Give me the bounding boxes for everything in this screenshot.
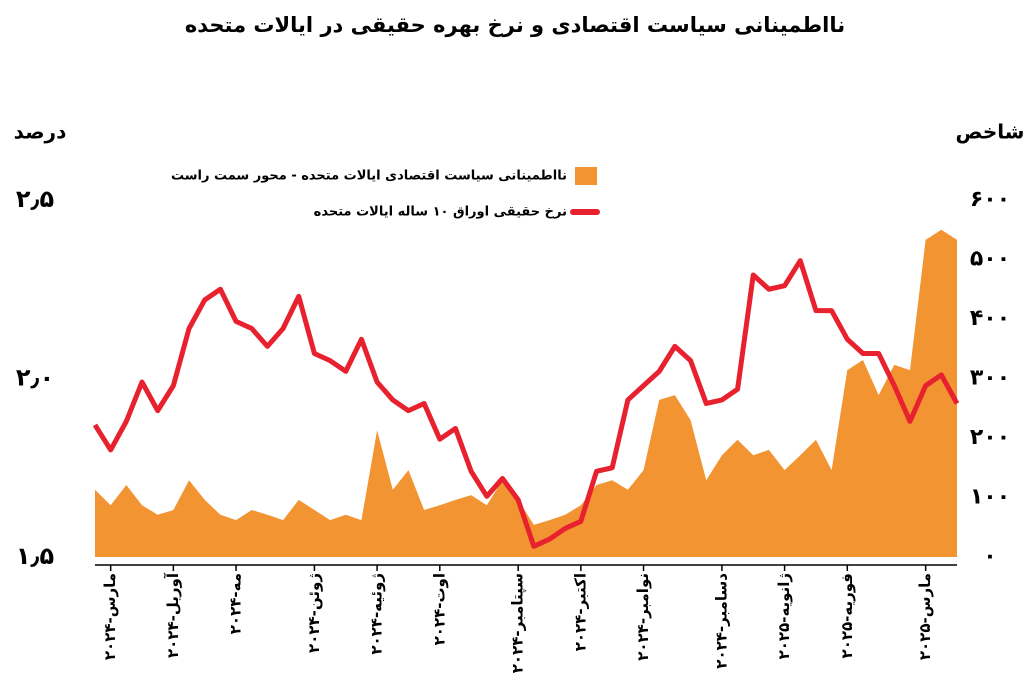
x-tick-label: اوت-۲۰۲۴ (430, 573, 448, 645)
y2-axis-title: شاخص (956, 120, 1025, 144)
legend-swatch (575, 167, 597, 185)
y2-tick-label: ۴۰۰ (970, 306, 1010, 331)
x-tick-label: ژوئن-۲۰۲۴ (305, 573, 323, 653)
x-tick-label: اکتبر-۲۰۲۴ (571, 573, 589, 651)
y-tick-label: ۱٫۵ (16, 542, 54, 570)
y-axis-title: درصد (14, 120, 67, 144)
x-tick-label: سپتامبر-۲۰۲۴ (509, 573, 528, 673)
y2-tick-label: ۶۰۰ (970, 187, 1010, 212)
y2-tick-label: ۵۰۰ (970, 247, 1010, 272)
x-tick-label: آوریل-۲۰۲۴ (164, 572, 182, 658)
y2-tick-label: ۰ (983, 544, 996, 569)
chart-title: نااطمینانی سیاست اقتصادی و نرخ بهره حقیق… (185, 13, 845, 37)
y-tick-label: ۲٫۵ (16, 185, 54, 213)
y-tick-label: ۲٫۰ (16, 364, 54, 392)
area (95, 229, 957, 557)
x-tick-label: نوامبر-۲۰۲۴ (634, 573, 652, 661)
x-tick-label: مارس-۲۰۲۵ (916, 573, 934, 660)
x-tick-label: مه-۲۰۲۴ (227, 573, 245, 634)
x-tick-label: فوریه-۲۰۲۵ (838, 573, 856, 658)
y2-tick-label: ۳۰۰ (970, 366, 1010, 391)
x-tick-label: ژوئیه-۲۰۲۴ (368, 573, 386, 655)
x-tick-label: مارس-۲۰۲۴ (101, 573, 119, 660)
legend-label: نااطمینانی سیاست اقتصادی ایالات متحده - … (171, 169, 567, 184)
y2-tick-label: ۲۰۰ (970, 425, 1010, 450)
legend-label: نرخ حقیقی اوراق ۱۰ ساله ایالات متحده (314, 205, 567, 220)
x-tick-label: دسامبر-۲۰۲۴ (712, 573, 730, 669)
x-tick-label: ژانویه-۲۰۲۵ (775, 573, 793, 659)
y2-tick-label: ۱۰۰ (970, 485, 1010, 510)
line (92, 258, 960, 549)
